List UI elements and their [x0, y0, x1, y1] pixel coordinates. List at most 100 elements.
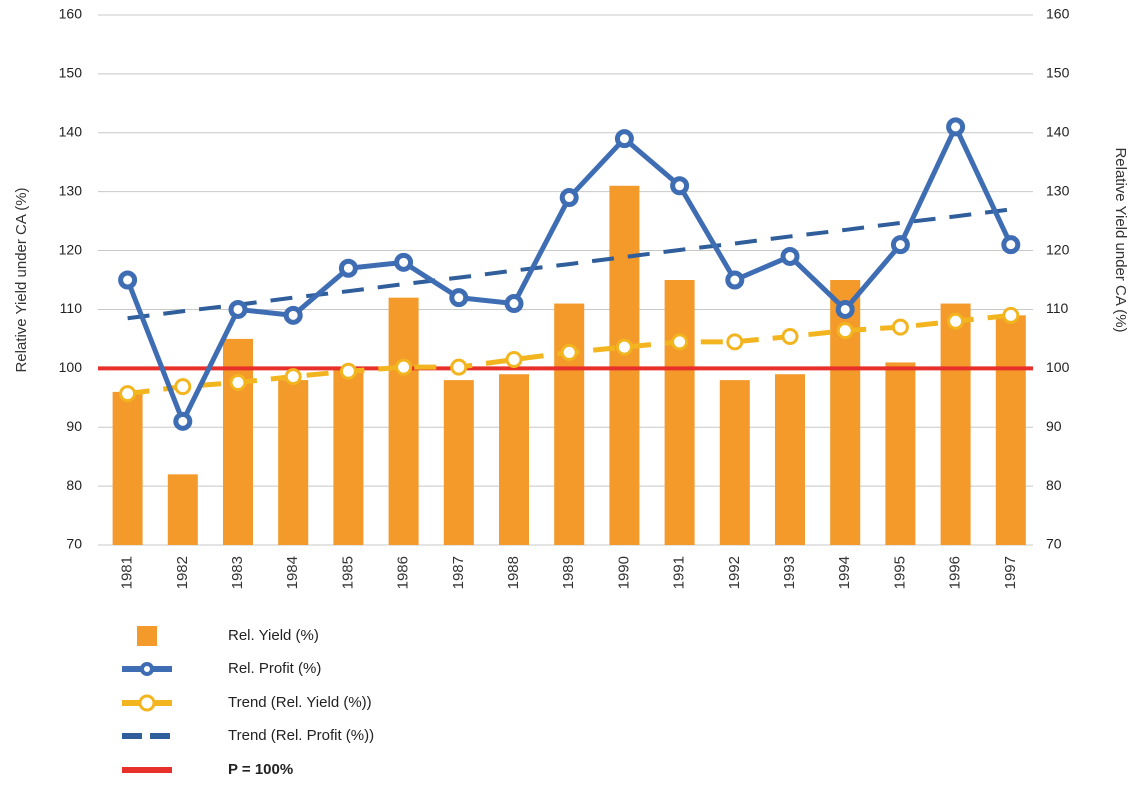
- marker: [891, 318, 909, 336]
- bar: [333, 368, 364, 545]
- marker: [671, 333, 689, 351]
- y-tick-label: 160: [59, 6, 83, 22]
- marker: [119, 385, 137, 403]
- y-tick-label: 100: [59, 359, 83, 375]
- y2-tick-label: 70: [1046, 536, 1062, 552]
- bar: [499, 374, 529, 545]
- x-tick-label: 1995: [891, 556, 908, 589]
- bar: [278, 380, 309, 545]
- marker: [339, 362, 357, 380]
- bar: [443, 380, 474, 545]
- y-tick-label: 70: [66, 536, 82, 552]
- bar: [388, 297, 419, 545]
- x-tick-label: 1987: [450, 556, 467, 589]
- marker: [614, 129, 634, 149]
- y-tick-label: 110: [60, 300, 83, 316]
- marker: [890, 235, 910, 255]
- marker: [284, 368, 302, 386]
- marker: [1002, 306, 1020, 324]
- y2-tick-label: 140: [1046, 123, 1070, 139]
- bar: [775, 374, 805, 545]
- x-tick-label: 1988: [505, 556, 522, 589]
- x-tick-label: 1992: [726, 556, 743, 589]
- marker: [395, 358, 413, 376]
- y2-axis-label: Relative Yield under CA (%): [1112, 147, 1129, 332]
- marker: [174, 378, 192, 396]
- x-tick-label: 1983: [229, 556, 246, 589]
- marker: [449, 288, 469, 308]
- y-tick-label: 80: [66, 477, 82, 493]
- bar: [719, 380, 750, 545]
- marker: [450, 358, 468, 376]
- legend-label: Trend (Rel. Yield (%)): [228, 694, 372, 711]
- x-tick-label: 1991: [671, 556, 688, 589]
- marker: [118, 270, 138, 290]
- x-tick-label: 1993: [781, 556, 798, 589]
- legend-swatch: [137, 626, 157, 646]
- x-tick-label: 1990: [615, 556, 632, 589]
- bar: [664, 280, 695, 545]
- x-tick-label: 1994: [836, 556, 853, 589]
- marker: [835, 299, 855, 319]
- legend-swatch: [138, 694, 156, 712]
- y2-tick-label: 100: [1046, 359, 1070, 375]
- marker: [559, 188, 579, 208]
- y2-tick-label: 160: [1046, 6, 1070, 22]
- bar: [885, 362, 916, 545]
- bar: [995, 315, 1026, 545]
- marker: [394, 252, 414, 272]
- bar: [167, 474, 198, 545]
- legend-swatch: [140, 662, 154, 676]
- y-tick-label: 150: [59, 65, 83, 81]
- marker: [1001, 235, 1021, 255]
- y-tick-label: 90: [66, 418, 82, 434]
- marker: [615, 338, 633, 356]
- y-tick-label: 140: [59, 123, 83, 139]
- bar: [112, 391, 143, 545]
- bar: [609, 185, 640, 545]
- marker: [338, 258, 358, 278]
- marker: [173, 411, 193, 431]
- legend-label: Trend (Rel. Profit (%)): [228, 727, 374, 744]
- marker: [836, 322, 854, 340]
- marker: [726, 333, 744, 351]
- marker: [670, 176, 690, 196]
- y-tick-label: 120: [59, 241, 83, 257]
- y2-tick-label: 90: [1046, 418, 1062, 434]
- x-tick-label: 1997: [1002, 556, 1019, 589]
- bar: [223, 338, 253, 545]
- x-tick-label: 1982: [174, 556, 191, 589]
- line: [127, 207, 1012, 321]
- legend-label: Rel. Yield (%): [228, 627, 319, 644]
- legend-label: P = 100%: [228, 761, 293, 778]
- marker: [781, 328, 799, 346]
- marker: [947, 312, 965, 330]
- bar: [940, 303, 971, 545]
- x-tick-label: 1996: [947, 556, 964, 589]
- marker: [228, 299, 248, 319]
- marker: [504, 294, 524, 314]
- x-tick-label: 1984: [284, 556, 301, 589]
- marker: [560, 343, 578, 361]
- x-tick-label: 1989: [560, 556, 577, 589]
- y2-tick-label: 120: [1046, 241, 1070, 257]
- marker: [229, 373, 247, 391]
- x-tick-label: 1986: [395, 556, 412, 589]
- x-tick-label: 1985: [339, 556, 356, 589]
- y2-tick-label: 150: [1046, 65, 1070, 81]
- marker: [283, 305, 303, 325]
- y-tick-label: 130: [59, 182, 83, 198]
- y2-tick-label: 110: [1046, 300, 1069, 316]
- marker: [780, 246, 800, 266]
- x-tick-label: 1981: [119, 556, 136, 589]
- marker: [505, 351, 523, 368]
- bar: [554, 303, 585, 545]
- y-axis-label: Relative Yield under CA (%): [13, 187, 30, 372]
- y2-tick-label: 80: [1046, 477, 1062, 493]
- marker: [725, 270, 745, 290]
- y2-tick-label: 130: [1046, 182, 1070, 198]
- marker: [946, 117, 966, 137]
- bar: [830, 280, 861, 545]
- legend-label: Rel. Profit (%): [228, 660, 321, 677]
